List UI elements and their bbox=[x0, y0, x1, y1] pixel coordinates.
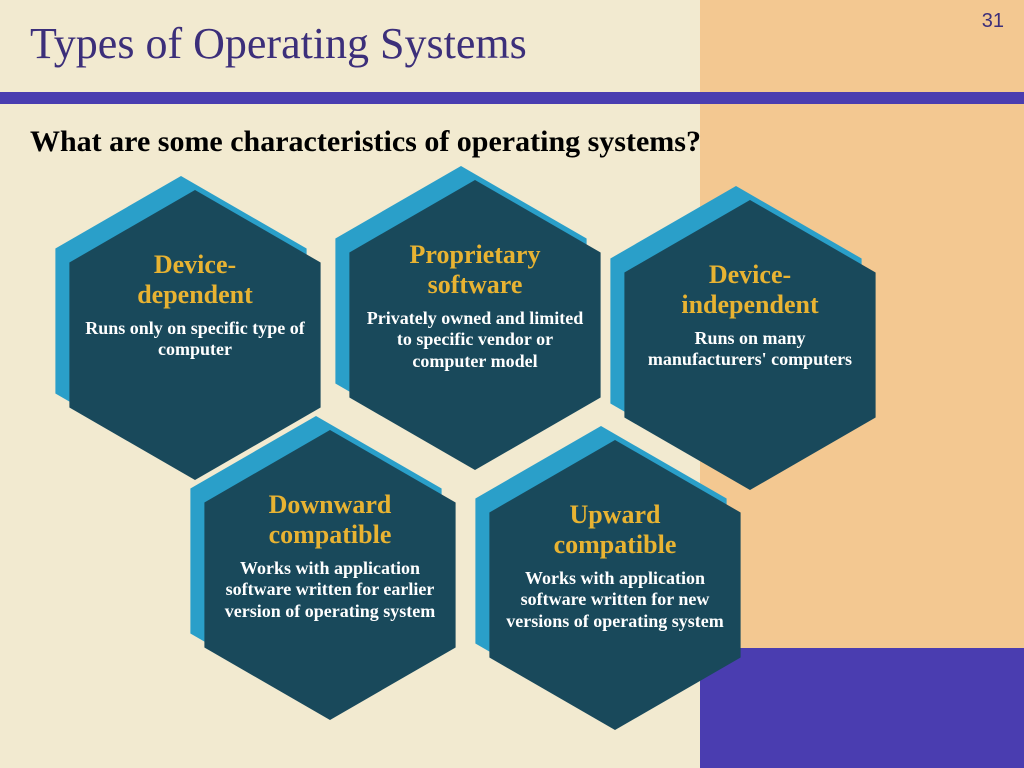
hexagon-text: Proprietary software Privately owned and … bbox=[350, 240, 600, 373]
slide: 31 Types of Operating Systems What are s… bbox=[0, 0, 1024, 768]
hexagon-title: Proprietary software bbox=[350, 240, 600, 300]
hexagon-title: Device- independent bbox=[625, 260, 875, 320]
hexagon-title: Device- dependent bbox=[70, 250, 320, 310]
hexagon-description: Runs only on specific type of computer bbox=[70, 318, 320, 361]
hexagon-4: Upward compatible Works with application … bbox=[470, 440, 760, 730]
hexagon-text: Device- independent Runs on many manufact… bbox=[625, 260, 875, 371]
hexagon-text: Upward compatible Works with application … bbox=[490, 500, 740, 633]
hexagon-3: Downward compatible Works with applicatio… bbox=[185, 430, 475, 720]
hexagon-grid: Device- dependent Runs only on specific t… bbox=[0, 0, 1024, 768]
hexagon-text: Device- dependent Runs only on specific t… bbox=[70, 250, 320, 361]
hexagon-description: Works with application software written … bbox=[205, 558, 455, 623]
hexagon-title: Downward compatible bbox=[205, 490, 455, 550]
hexagon-title: Upward compatible bbox=[490, 500, 740, 560]
hexagon-description: Works with application software written … bbox=[490, 568, 740, 633]
hexagon-description: Runs on many manufacturers' computers bbox=[625, 328, 875, 371]
hexagon-text: Downward compatible Works with applicatio… bbox=[205, 490, 455, 623]
hexagon-description: Privately owned and limited to specific … bbox=[350, 308, 600, 373]
